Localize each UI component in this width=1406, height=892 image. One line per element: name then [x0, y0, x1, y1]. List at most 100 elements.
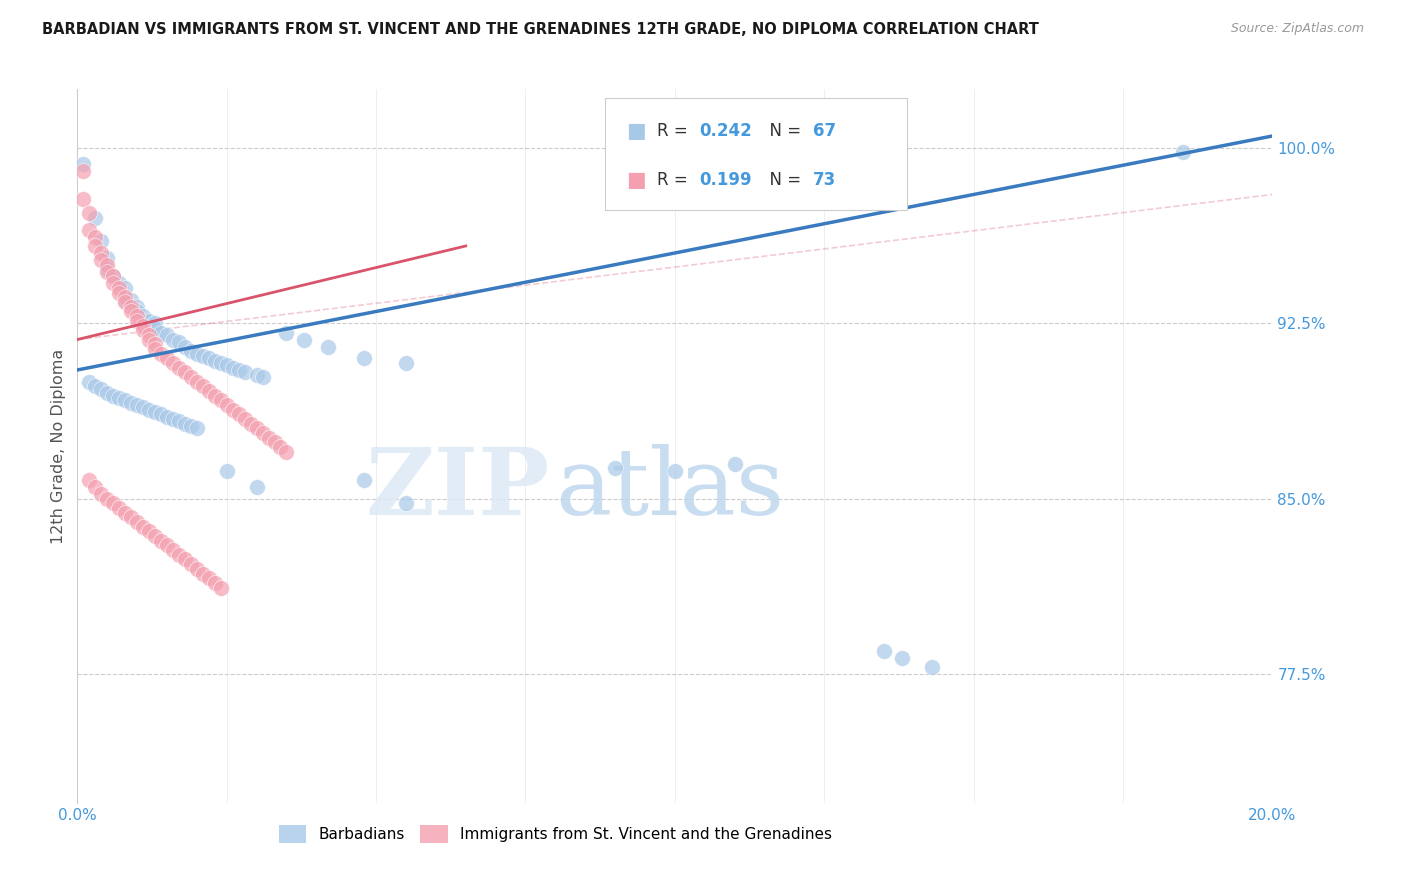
Point	[143, 342, 166, 356]
Point	[84, 379, 107, 393]
Point	[891, 650, 914, 665]
Point	[167, 334, 190, 349]
Point	[197, 384, 219, 398]
Point	[150, 408, 173, 422]
Point	[180, 370, 202, 384]
Point	[873, 644, 896, 658]
Text: Source: ZipAtlas.com: Source: ZipAtlas.com	[1230, 22, 1364, 36]
Point	[96, 262, 118, 277]
Text: R =: R =	[657, 122, 693, 140]
Point	[72, 157, 94, 171]
Text: ■: ■	[626, 169, 645, 189]
Point	[215, 359, 238, 373]
Point	[246, 421, 269, 435]
Point	[103, 269, 124, 284]
Point	[156, 327, 179, 342]
Point	[222, 402, 245, 417]
Point	[143, 316, 166, 330]
Point	[90, 252, 112, 267]
Text: BARBADIAN VS IMMIGRANTS FROM ST. VINCENT AND THE GRENADINES 12TH GRADE, NO DIPLO: BARBADIAN VS IMMIGRANTS FROM ST. VINCENT…	[42, 22, 1039, 37]
Point	[132, 309, 155, 323]
Point	[215, 464, 238, 478]
Point	[132, 519, 155, 533]
Point	[1171, 145, 1194, 160]
Point	[79, 473, 101, 487]
Point	[162, 356, 184, 370]
Point	[84, 211, 107, 225]
Point	[138, 402, 160, 417]
Point	[186, 562, 208, 576]
Text: ■: ■	[626, 121, 645, 141]
Point	[162, 543, 184, 558]
Point	[180, 419, 202, 434]
Point	[132, 323, 155, 337]
Point	[103, 496, 124, 510]
Point	[114, 290, 136, 304]
Point	[132, 318, 155, 333]
Point	[103, 277, 124, 291]
Point	[162, 412, 184, 426]
Point	[108, 277, 131, 291]
Point	[180, 557, 202, 571]
Point	[150, 346, 173, 360]
Point	[114, 295, 136, 310]
Point	[127, 515, 149, 529]
Point	[96, 251, 118, 265]
Point	[114, 393, 136, 408]
Point	[127, 398, 149, 412]
Point	[72, 164, 94, 178]
Point	[120, 304, 142, 318]
Point	[108, 285, 131, 300]
Point	[252, 370, 274, 384]
Point	[108, 281, 131, 295]
Point	[204, 575, 226, 590]
Point	[263, 435, 285, 450]
Point	[204, 389, 226, 403]
Point	[167, 548, 190, 562]
Point	[120, 293, 142, 307]
Point	[353, 473, 375, 487]
Point	[228, 363, 250, 377]
Text: R =: R =	[657, 170, 693, 188]
Point	[197, 571, 219, 585]
Point	[921, 660, 943, 674]
Text: 0.199: 0.199	[699, 170, 751, 188]
Point	[120, 510, 142, 524]
Point	[84, 480, 107, 494]
Point	[103, 389, 124, 403]
Point	[72, 192, 94, 206]
Point	[204, 353, 226, 368]
Point	[197, 351, 219, 366]
Point	[174, 552, 197, 566]
Point	[114, 293, 136, 307]
Point	[96, 491, 118, 506]
Point	[108, 391, 131, 405]
Point	[239, 417, 262, 431]
Point	[167, 414, 190, 428]
Point	[276, 326, 298, 340]
Point	[395, 356, 418, 370]
Point	[90, 246, 112, 260]
Point	[127, 300, 149, 314]
Point	[120, 300, 142, 314]
Point	[90, 382, 112, 396]
Point	[150, 533, 173, 548]
Point	[96, 386, 118, 401]
Point	[120, 395, 142, 409]
Point	[84, 229, 107, 244]
Y-axis label: 12th Grade, No Diploma: 12th Grade, No Diploma	[51, 349, 66, 543]
Point	[664, 464, 686, 478]
Point	[180, 344, 202, 359]
Point	[143, 529, 166, 543]
Point	[138, 314, 160, 328]
Point	[191, 566, 214, 581]
Point	[209, 356, 232, 370]
Point	[186, 375, 208, 389]
Point	[167, 360, 190, 375]
Point	[246, 368, 269, 382]
Point	[79, 375, 101, 389]
Point	[90, 234, 112, 248]
Point	[90, 487, 112, 501]
Point	[246, 480, 269, 494]
Point	[132, 401, 155, 415]
